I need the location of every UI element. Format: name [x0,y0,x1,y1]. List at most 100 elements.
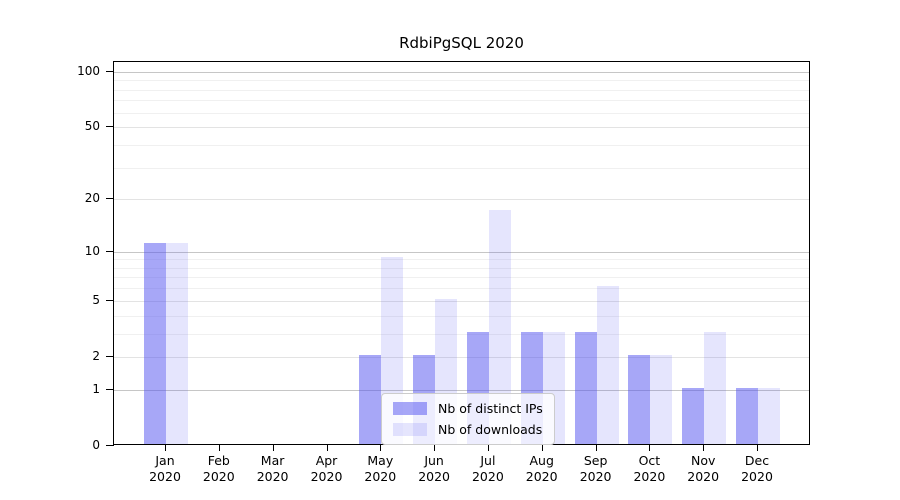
gridline-minor-9 [114,259,809,261]
x-tickmark-apr [326,445,328,451]
x-tick-year-jan: 2020 [149,469,181,484]
bar-distinct-ips-may [359,354,382,444]
y-tick-label-5: 5 [92,292,100,307]
x-tickmark-sep [595,445,597,451]
x-tick-month-jun: Jun [424,453,444,468]
y-tickmark-5 [106,299,114,301]
bar-distinct-ips-jan [144,242,166,444]
x-tick-month-may: May [367,453,394,468]
gridline-50 [114,127,809,129]
y-tick-label-1: 1 [92,381,100,396]
x-tick-label-apr: Apr 2020 [295,453,359,485]
x-tick-month-nov: Nov [690,453,716,468]
y-tickmark-1 [106,388,114,390]
x-tick-label-aug: Aug 2020 [510,453,574,485]
x-tick-month-dec: Dec [744,453,770,468]
gridline-minor-7 [114,277,809,279]
gridline-10 [114,251,809,253]
bar-downloads-dec [758,387,780,444]
y-tickmark-10 [106,250,114,252]
x-tick-year-may: 2020 [364,469,397,484]
x-tick-year-jul: 2020 [471,469,504,484]
bar-distinct-ips-sep [574,331,597,444]
legend-label-distinct-ips: Nb of distinct IPs [438,401,543,416]
x-tick-month-jan: Jan [155,453,175,468]
x-tick-label-feb: Feb 2020 [187,453,251,485]
y-tickmark-50 [106,126,114,128]
y-tickmark-100 [106,70,114,72]
x-tick-label-sep: Sep 2020 [564,453,628,485]
gridline-minor-8 [114,267,809,269]
bar-distinct-ips-dec [736,387,758,444]
gridline-5 [114,300,809,302]
x-tickmark-jul [487,445,489,451]
bar-distinct-ips-oct [628,354,651,444]
bar-downloads-sep [596,286,619,444]
legend-row-distinct-ips: Nb of distinct IPs [393,401,543,416]
gridline-minor-4 [114,315,809,317]
legend-row-downloads: Nb of downloads [393,422,543,437]
gridline-2 [114,356,809,358]
x-tick-year-sep: 2020 [579,469,612,484]
x-tick-year-apr: 2020 [310,469,343,484]
x-tick-month-sep: Sep [583,453,608,468]
y-tickmark-0 [106,445,114,446]
gridline-minor-90 [114,80,809,82]
x-tick-label-jan: Jan 2020 [133,453,197,485]
y-tickmark-2 [106,355,114,357]
x-tick-month-apr: Apr [315,453,338,468]
x-tickmark-jun [434,445,436,451]
gridline-20 [114,199,809,201]
x-tickmark-nov [703,445,705,451]
bar-downloads-jul [488,209,511,444]
gridline-minor-60 [114,112,809,114]
y-tickmark-20 [106,198,114,200]
x-tickmark-oct [649,445,651,451]
legend-swatch-distinct-ips [393,402,427,415]
gridline-minor-6 [114,288,809,290]
x-tick-month-jul: Jul [480,453,496,468]
bar-downloads-jan [166,242,188,444]
x-tick-year-nov: 2020 [687,469,720,484]
x-tickmark-feb [218,445,220,451]
x-tick-year-dec: 2020 [741,469,773,484]
x-tick-year-aug: 2020 [525,469,558,484]
x-tick-label-oct: Oct 2020 [617,453,681,485]
x-tickmark-jan [165,445,166,451]
legend-label-downloads: Nb of downloads [438,422,543,437]
gridline-1 [114,389,809,391]
x-tick-month-aug: Aug [529,453,554,468]
x-tick-label-nov: Nov 2020 [671,453,735,485]
x-tick-year-mar: 2020 [256,469,289,484]
y-tick-label-50: 50 [84,119,100,134]
x-tick-month-oct: Oct [638,453,661,468]
x-tick-label-dec: Dec 2020 [725,453,789,485]
gridline-minor-30 [114,167,809,169]
x-tick-year-oct: 2020 [633,469,666,484]
x-tick-label-mar: Mar 2020 [241,453,305,485]
x-tick-label-jun: Jun 2020 [402,453,466,485]
gridline-minor-40 [114,144,809,146]
x-tick-label-jul: Jul 2020 [456,453,520,485]
x-tickmark-mar [272,445,274,451]
gridline-100 [114,71,809,73]
x-tickmark-may [380,445,382,451]
gridline-minor-70 [114,100,809,102]
plot-area: Nb of distinct IPs Nb of downloads [113,61,810,445]
x-tick-year-jun: 2020 [418,469,450,484]
bar-distinct-ips-nov [682,387,705,444]
x-tick-year-feb: 2020 [202,469,235,484]
bar-downloads-oct [650,354,673,444]
x-tickmark-dec [757,445,758,451]
x-tick-month-mar: Mar [260,453,285,468]
chart-title: RdbiPgSQL 2020 [399,34,524,52]
y-tick-label-100: 100 [77,63,100,78]
y-tick-label-2: 2 [92,348,100,363]
y-tick-label-20: 20 [84,191,100,206]
bar-downloads-nov [704,331,727,444]
y-tick-label-10: 10 [84,243,100,258]
x-tick-label-may: May 2020 [348,453,412,485]
y-tick-label-0: 0 [92,438,100,452]
gridline-minor-3 [114,333,809,335]
